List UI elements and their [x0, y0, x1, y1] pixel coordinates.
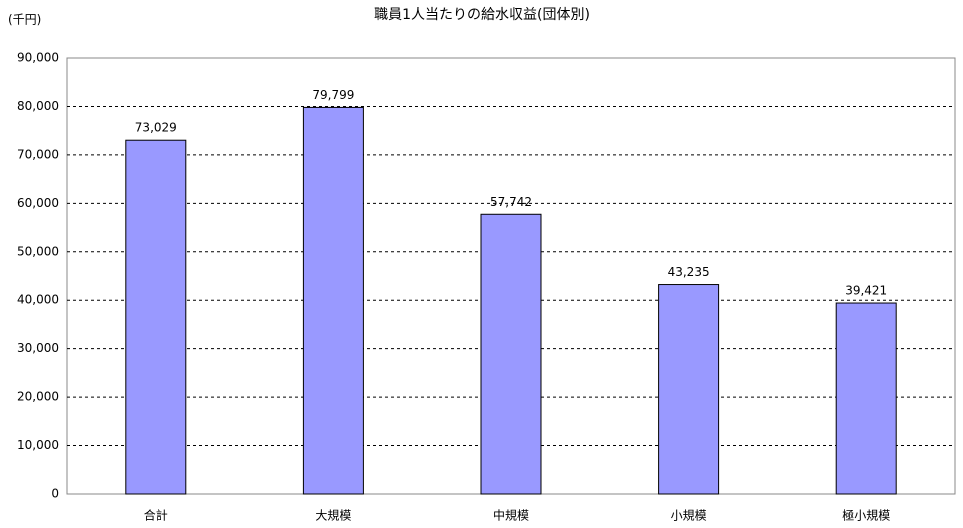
- value-label: 43,235: [668, 265, 710, 279]
- x-tick-label: 中規模: [493, 508, 529, 523]
- x-tick-label: 小規模: [671, 508, 707, 523]
- x-tick-label: 大規模: [315, 508, 351, 523]
- bar: [480, 213, 542, 495]
- y-tick-label: 50,000: [17, 244, 59, 258]
- value-label: 57,742: [490, 195, 532, 209]
- x-tick-label: 合計: [144, 508, 168, 523]
- bar: [835, 302, 897, 495]
- y-tick-label: 0: [51, 487, 59, 501]
- bar: [302, 106, 364, 495]
- y-tick-label: 80,000: [17, 99, 59, 113]
- y-tick-label: 30,000: [17, 341, 59, 355]
- value-label: 39,421: [845, 284, 887, 298]
- value-label: 73,029: [135, 121, 177, 135]
- value-label: 79,799: [312, 88, 354, 102]
- y-tick-label: 70,000: [17, 147, 59, 161]
- y-axis-label: (千円): [8, 13, 41, 27]
- chart-title: 職員1人当たりの給水収益(団体別): [374, 7, 590, 23]
- y-tick-label: 10,000: [17, 438, 59, 452]
- bar: [658, 284, 720, 495]
- y-tick-label: 40,000: [17, 293, 59, 307]
- y-tick-label: 90,000: [17, 51, 59, 65]
- y-tick-label: 20,000: [17, 390, 59, 404]
- x-tick-label: 極小規模: [842, 508, 890, 523]
- bar: [125, 139, 187, 495]
- y-tick-label: 60,000: [17, 196, 59, 210]
